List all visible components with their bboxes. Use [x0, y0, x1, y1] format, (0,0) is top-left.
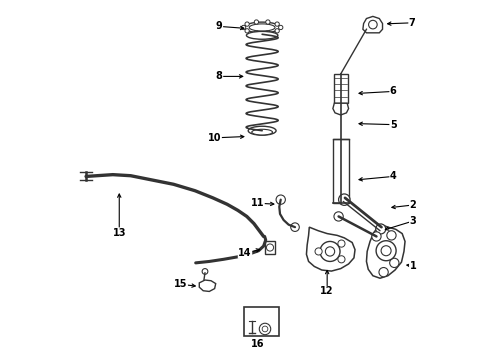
Text: 2: 2: [410, 200, 416, 210]
Polygon shape: [199, 280, 216, 292]
Circle shape: [266, 31, 270, 35]
Circle shape: [390, 258, 399, 267]
Circle shape: [372, 232, 381, 241]
Circle shape: [266, 20, 270, 24]
Circle shape: [276, 195, 285, 204]
Circle shape: [315, 248, 322, 255]
Circle shape: [275, 22, 279, 26]
Circle shape: [368, 20, 377, 29]
Polygon shape: [306, 227, 355, 271]
Circle shape: [202, 269, 208, 274]
Ellipse shape: [246, 31, 278, 39]
Circle shape: [279, 25, 283, 30]
Polygon shape: [333, 103, 348, 115]
Text: 3: 3: [410, 216, 416, 226]
Polygon shape: [367, 225, 405, 278]
Circle shape: [245, 29, 249, 33]
Text: 15: 15: [174, 279, 188, 289]
Circle shape: [262, 326, 268, 332]
Circle shape: [259, 323, 270, 335]
Text: 8: 8: [216, 71, 223, 81]
Text: 7: 7: [409, 18, 416, 28]
Circle shape: [379, 267, 388, 277]
Text: 1: 1: [410, 261, 416, 271]
Circle shape: [267, 244, 273, 251]
Text: 12: 12: [320, 287, 334, 296]
Ellipse shape: [252, 129, 272, 135]
Circle shape: [338, 240, 345, 247]
Circle shape: [387, 231, 396, 240]
Text: 13: 13: [113, 228, 126, 238]
Circle shape: [254, 20, 259, 24]
Bar: [245, 307, 279, 337]
Text: 5: 5: [390, 120, 396, 130]
Circle shape: [334, 212, 343, 221]
Text: 16: 16: [251, 339, 264, 348]
Bar: [333, 139, 348, 203]
Circle shape: [338, 256, 345, 263]
Circle shape: [242, 25, 245, 30]
Ellipse shape: [245, 22, 280, 33]
Bar: [334, 74, 348, 103]
Text: 11: 11: [251, 198, 264, 208]
Text: 14: 14: [238, 248, 252, 258]
Ellipse shape: [249, 24, 275, 31]
Circle shape: [320, 242, 340, 261]
Circle shape: [245, 22, 249, 26]
Bar: [265, 241, 275, 254]
Circle shape: [376, 241, 396, 261]
Circle shape: [325, 247, 335, 256]
Circle shape: [381, 246, 391, 256]
Ellipse shape: [248, 126, 276, 135]
Circle shape: [376, 224, 386, 234]
Circle shape: [291, 223, 299, 231]
Circle shape: [275, 29, 279, 33]
Text: 6: 6: [390, 86, 396, 96]
Text: 9: 9: [216, 21, 222, 31]
Circle shape: [339, 194, 350, 205]
Text: 10: 10: [208, 133, 221, 143]
Circle shape: [254, 31, 259, 35]
Polygon shape: [363, 17, 383, 33]
Text: 4: 4: [390, 171, 396, 181]
